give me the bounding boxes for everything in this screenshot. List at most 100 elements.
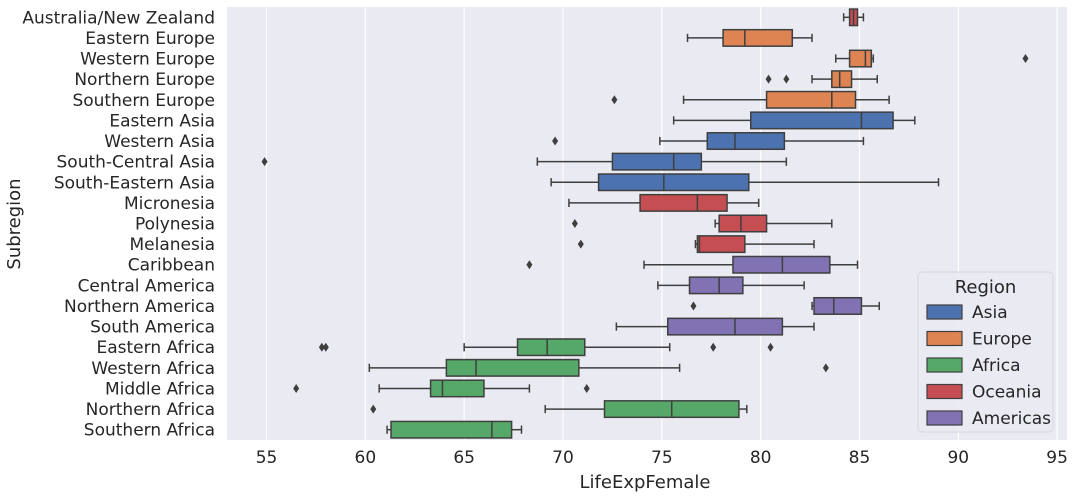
outlier-point xyxy=(765,74,772,84)
y-category-label: Western Africa xyxy=(91,359,215,379)
x-tick-label: 90 xyxy=(947,448,969,468)
box-group xyxy=(550,173,940,192)
iqr-box xyxy=(750,111,894,130)
box-group xyxy=(368,358,829,377)
y-category-label: Eastern Asia xyxy=(109,111,215,131)
y-category-label: Middle Africa xyxy=(105,379,215,399)
y-category-label: Caribbean xyxy=(128,256,215,276)
outlier-point xyxy=(577,239,584,249)
y-category-label: Western Asia xyxy=(104,132,215,152)
box-group xyxy=(261,152,788,171)
x-tick-label: 85 xyxy=(849,448,871,468)
outlier-point xyxy=(571,219,578,228)
legend-swatch xyxy=(926,410,963,426)
legend-label: Oceania xyxy=(972,383,1042,403)
y-category-label: South-Eastern Asia xyxy=(54,173,215,193)
iqr-box xyxy=(597,173,750,192)
iqr-box xyxy=(765,90,857,109)
outlier-point xyxy=(1022,54,1029,64)
legend-swatch xyxy=(926,357,963,373)
legend-swatch xyxy=(926,330,963,347)
y-category-label: Australia/New Zealand xyxy=(22,8,215,28)
box-group xyxy=(552,132,865,151)
outlier-point xyxy=(690,301,697,311)
box-group xyxy=(690,296,880,315)
x-tick-label: 60 xyxy=(355,448,377,468)
iqr-box xyxy=(639,193,728,212)
y-category-label: Western Europe xyxy=(80,50,215,70)
outlier-point xyxy=(322,342,329,352)
box-group xyxy=(293,379,590,398)
iqr-box xyxy=(667,317,784,336)
iqr-box xyxy=(696,235,746,254)
box-group xyxy=(765,70,879,89)
y-category-label: Northern America xyxy=(64,297,215,317)
outlier-point xyxy=(822,363,829,373)
iqr-box xyxy=(390,420,513,439)
box-group xyxy=(835,49,1029,68)
y-category-label: Northern Europe xyxy=(74,70,215,90)
iqr-box xyxy=(813,296,863,315)
x-tick-label: 80 xyxy=(750,448,772,468)
legend-title: Region xyxy=(955,277,1017,298)
x-tick-label: 65 xyxy=(453,448,475,468)
outlier-point xyxy=(767,342,774,352)
legend: Region Asia Europe Africa Oceania Americas xyxy=(917,271,1054,433)
outlier-point xyxy=(710,342,717,352)
legend-label: Africa xyxy=(972,356,1021,376)
y-category-label: Polynesia xyxy=(135,215,215,235)
box-group xyxy=(615,317,815,336)
iqr-box xyxy=(706,132,786,151)
box-group xyxy=(577,235,815,254)
iqr-box xyxy=(722,28,794,47)
y-category-label: Melanesia xyxy=(130,235,216,255)
box-group xyxy=(568,193,760,212)
x-tick-label: 55 xyxy=(256,448,278,468)
box-group xyxy=(842,8,865,27)
box-group xyxy=(318,338,774,357)
y-category-label: Southern Africa xyxy=(84,421,215,441)
outlier-point xyxy=(370,404,377,414)
y-category-label: Eastern Europe xyxy=(85,29,215,49)
outlier-point xyxy=(526,260,533,270)
iqr-box xyxy=(516,338,586,357)
legend-swatch xyxy=(926,304,963,320)
box-group xyxy=(611,90,890,109)
box-group xyxy=(686,28,813,47)
outlier-point xyxy=(583,383,590,393)
iqr-box xyxy=(429,379,485,398)
box-group xyxy=(526,255,859,274)
legend-label: Asia xyxy=(972,303,1008,323)
box-group xyxy=(571,214,833,233)
iqr-box xyxy=(611,152,703,171)
y-category-label: Central America xyxy=(78,276,215,296)
y-category-label: Micronesia xyxy=(124,194,215,214)
outlier-point xyxy=(783,74,790,84)
y-category-label: South-Central Asia xyxy=(57,153,215,173)
x-tick-label: 95 xyxy=(1046,448,1068,468)
outlier-point xyxy=(261,157,268,167)
iqr-box xyxy=(831,70,853,89)
legend-swatch xyxy=(926,383,963,400)
legend-label: Europe xyxy=(972,330,1032,350)
x-tick-labels: 55 60 65 70 75 80 85 90 95 xyxy=(256,448,1068,468)
box-group xyxy=(657,276,805,295)
outlier-point xyxy=(611,95,618,105)
y-category-label: Southern Europe xyxy=(72,91,215,111)
y-category-label: South America xyxy=(90,318,215,338)
outlier-point xyxy=(318,342,325,352)
outlier-point xyxy=(293,383,300,393)
iqr-box xyxy=(732,255,831,274)
y-category-label: Eastern Africa xyxy=(97,338,216,358)
iqr-box xyxy=(718,214,768,233)
legend-label: Americas xyxy=(972,409,1051,429)
boxes xyxy=(261,8,1029,439)
box-group xyxy=(672,111,916,130)
iqr-box xyxy=(445,358,580,377)
y-axis-title: Subregion xyxy=(4,178,25,269)
y-category-label: Northern Africa xyxy=(86,400,215,420)
x-tick-label: 75 xyxy=(651,448,673,468)
outlier-point xyxy=(552,136,559,146)
